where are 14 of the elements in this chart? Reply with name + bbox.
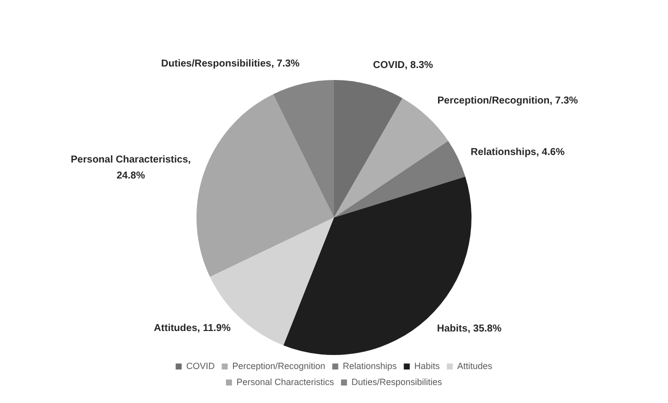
data-label: Perception/Recognition, 7.3% <box>437 95 578 106</box>
data-label: Duties/Responsibilities, 7.3% <box>161 58 300 70</box>
data-label: Habits, 35.8% <box>437 323 502 334</box>
data-label: Attitudes, 11.9% <box>154 323 231 334</box>
legend-label: Perception/Recognition <box>232 360 326 371</box>
legend-label: Habits <box>414 360 440 371</box>
legend-label: Personal Characteristics <box>236 376 334 387</box>
data-label: Relationships, 4.6% <box>470 146 565 158</box>
legend-label: Attitudes <box>457 360 493 371</box>
data-label: Personal Characteristics, 24.8% <box>70 154 192 182</box>
legend-label: Duties/Responsibilities <box>352 376 443 387</box>
legend-label: COVID <box>186 360 216 371</box>
legend-label: Relationships <box>342 360 398 371</box>
data-label: COVID, 8.3% <box>373 60 434 71</box>
